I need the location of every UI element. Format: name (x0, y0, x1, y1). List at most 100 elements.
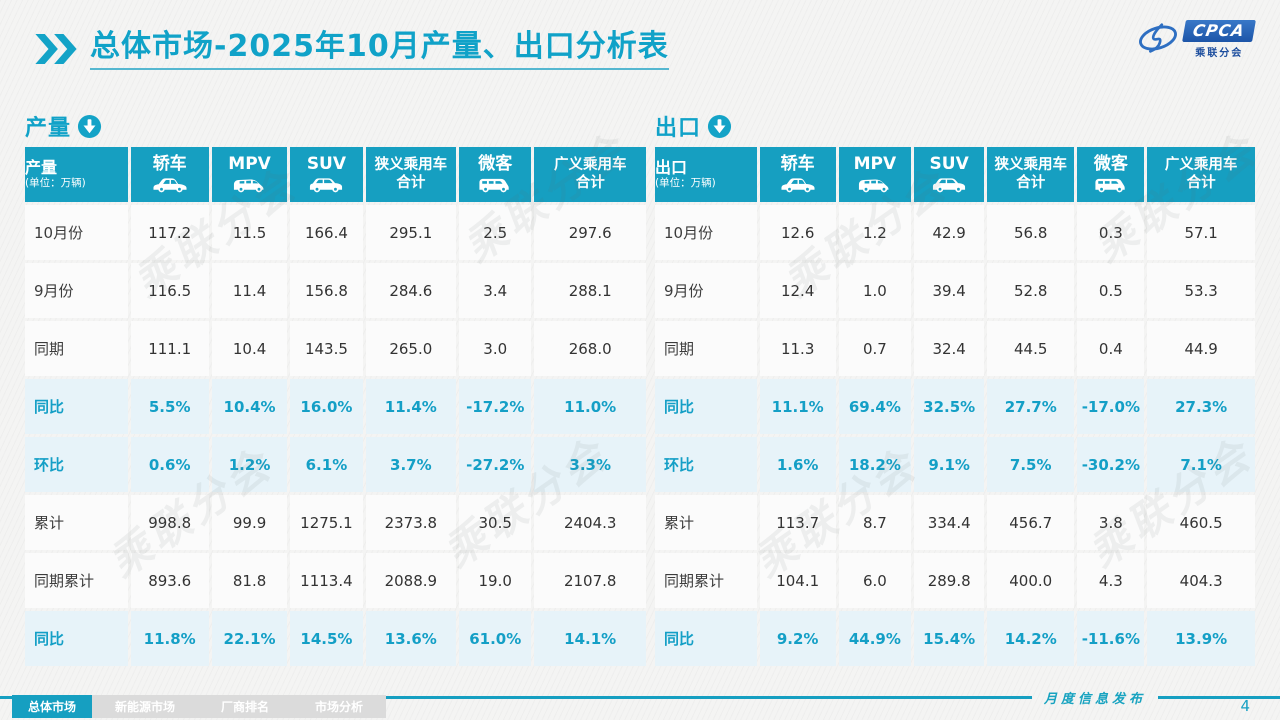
data-cell: 10.4% (211, 379, 288, 434)
data-cell: 456.7 (987, 495, 1075, 550)
column-label: SUV (929, 154, 969, 175)
data-cell: 10.4 (211, 321, 288, 376)
data-cell: -30.2% (1077, 437, 1145, 492)
row-label: 同期 (25, 321, 128, 376)
sedan-icon (779, 176, 817, 193)
footer-divider: 月度信息发布 (0, 688, 1280, 707)
column-header: SUV (914, 147, 985, 202)
data-cell: 113.7 (759, 495, 836, 550)
production-header-row: 产量 (单位：万辆) 轿车 MPV SUV 狭义乘用车 合计 微客 广义乘用车 合计 (25, 147, 646, 202)
mpv-icon (856, 176, 894, 193)
data-cell: 1.2 (838, 205, 912, 260)
data-cell: 2.5 (459, 205, 532, 260)
data-cell: 1.6% (759, 437, 836, 492)
data-cell: 18.2% (838, 437, 912, 492)
row-label: 累计 (655, 495, 757, 550)
data-cell: 57.1 (1147, 205, 1255, 260)
tab-market-analysis[interactable]: 市场分析 (315, 700, 364, 714)
down-arrow-circle-icon (707, 114, 732, 139)
row-label: 累计 (25, 495, 128, 550)
table-row: 10月份 117.2 11.5 166.4 295.1 2.5 297.6 (25, 205, 646, 260)
corner-header-cell: 出口 (单位：万辆) (655, 147, 757, 202)
data-cell: -11.6% (1077, 611, 1145, 666)
data-cell: 32.4 (914, 321, 985, 376)
data-cell: 0.3 (1077, 205, 1145, 260)
export-header-row: 出口 (单位：万辆) 轿车 MPV SUV 狭义乘用车 合计 微客 广义乘用车 合计 (655, 147, 1255, 202)
data-cell: 15.4% (914, 611, 985, 666)
data-cell: 69.4% (838, 379, 912, 434)
tab-nev-market[interactable]: 新能源市场 (115, 700, 176, 714)
double-chevron-icon (34, 34, 78, 68)
tab-oem-ranking[interactable]: 厂商排名 (221, 700, 270, 714)
data-cell: 14.5% (290, 611, 363, 666)
data-cell: 143.5 (290, 321, 363, 376)
data-cell: 7.1% (1147, 437, 1255, 492)
data-cell: 27.7% (987, 379, 1075, 434)
column-label: SUV (306, 154, 347, 175)
mpv-icon (231, 176, 269, 193)
data-cell: 334.4 (914, 495, 985, 550)
divider-line (0, 696, 1032, 699)
data-cell: -27.2% (459, 437, 532, 492)
data-cell: 99.9 (211, 495, 288, 550)
data-cell: 3.8 (1077, 495, 1145, 550)
data-cell: 11.4% (365, 379, 457, 434)
data-cell: 11.1% (759, 379, 836, 434)
data-cell: 53.3 (1147, 263, 1255, 318)
data-cell: 893.6 (130, 553, 209, 608)
column-header: 微客 (459, 147, 532, 202)
tab-overall-market[interactable]: 总体市场 (12, 695, 93, 718)
data-cell: 166.4 (290, 205, 363, 260)
table-row: 环比 1.6% 18.2% 9.1% 7.5% -30.2% 7.1% (655, 437, 1255, 492)
table-row: 同比 11.1% 69.4% 32.5% 27.7% -17.0% 27.3% (655, 379, 1255, 434)
microvan-icon (1092, 176, 1130, 193)
data-cell: 8.7 (838, 495, 912, 550)
column-label: 轿车 (152, 154, 187, 175)
table-row: 9月份 116.5 11.4 156.8 284.6 3.4 288.1 (25, 263, 646, 318)
row-label: 同比 (655, 379, 757, 434)
data-cell: 9.1% (914, 437, 985, 492)
data-cell: 117.2 (130, 205, 209, 260)
data-cell: 14.2% (987, 611, 1075, 666)
data-cell: 11.4 (211, 263, 288, 318)
data-cell: 22.1% (211, 611, 288, 666)
microvan-icon (476, 176, 514, 193)
data-cell: 81.8 (211, 553, 288, 608)
corner-unit: (单位：万辆) (655, 177, 716, 190)
data-cell: 6.0 (838, 553, 912, 608)
corner-label: 出口 (655, 158, 688, 177)
data-cell: 156.8 (290, 263, 363, 318)
data-cell: 14.1% (534, 611, 646, 666)
data-cell: 3.4 (459, 263, 532, 318)
data-cell: 2373.8 (365, 495, 457, 550)
export-table-body: 10月份 12.6 1.2 42.9 56.8 0.3 57.1 9月份 12.4 1.0 39.4… (655, 205, 1255, 666)
cpca-logo-mark-icon (1137, 21, 1179, 59)
table-row: 同期 111.1 10.4 143.5 265.0 3.0 268.0 (25, 321, 646, 376)
row-label: 10月份 (655, 205, 757, 260)
data-cell: 1.0 (838, 263, 912, 318)
row-label: 10月份 (25, 205, 128, 260)
column-label: 微客 (1093, 154, 1128, 175)
tables-container: 产量 产量 (单位：万辆) 轿车 MPV SUV 狭 (25, 112, 1255, 669)
table-row: 累计 113.7 8.7 334.4 456.7 3.8 460.5 (655, 495, 1255, 550)
sedan-icon (151, 176, 189, 193)
corner-label: 产量 (25, 158, 58, 177)
cpca-logo-subtext: 乘联分会 (1195, 48, 1244, 59)
column-header: 微客 (1077, 147, 1145, 202)
row-label: 同比 (655, 611, 757, 666)
data-cell: 1113.4 (290, 553, 363, 608)
footer-tab-strip: 新能源市场 厂商排名 市场分析 (92, 695, 387, 718)
column-label: 轿车 (780, 154, 815, 175)
data-cell: 6.1% (290, 437, 363, 492)
data-cell: 7.5% (987, 437, 1075, 492)
table-row: 10月份 12.6 1.2 42.9 56.8 0.3 57.1 (655, 205, 1255, 260)
data-cell: 288.1 (534, 263, 646, 318)
production-section-header: 产量 (25, 112, 646, 141)
column-header: 狭义乘用车 合计 (365, 147, 457, 202)
data-cell: 2404.3 (534, 495, 646, 550)
data-cell: -17.2% (459, 379, 532, 434)
data-cell: 13.6% (365, 611, 457, 666)
data-cell: 52.8 (987, 263, 1075, 318)
column-label: 广义乘用车 合计 (1164, 157, 1238, 191)
data-cell: 3.3% (534, 437, 646, 492)
